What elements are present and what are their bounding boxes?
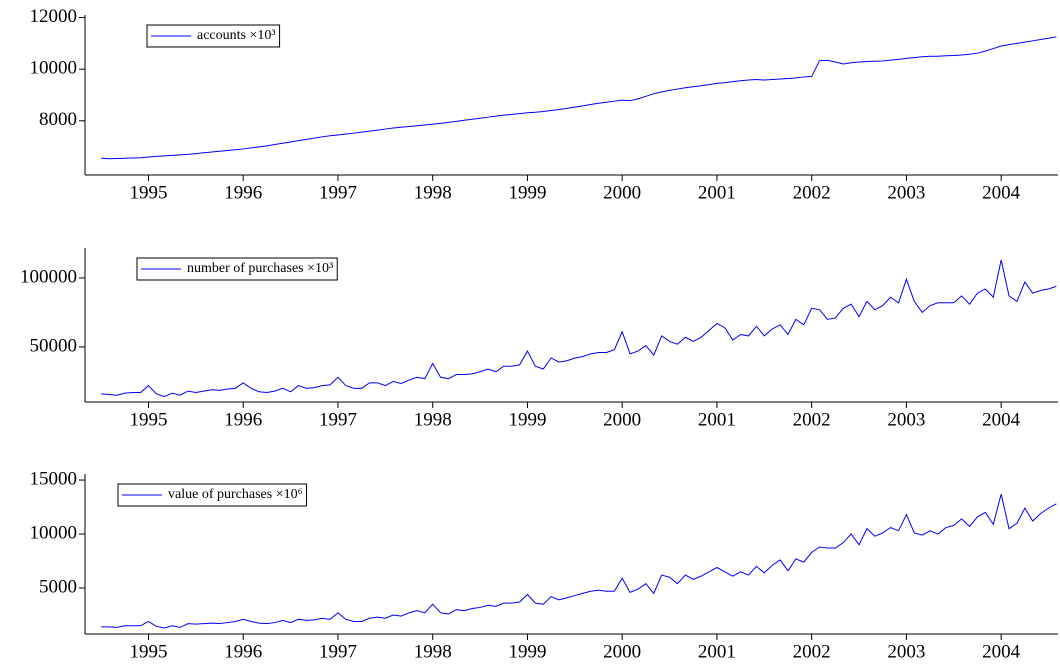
x-tick-label: 2003	[887, 409, 925, 430]
panel: 8000 10000 12000 1995 1996 1997 1998 1999 2000 20…	[30, 6, 1058, 203]
x-tick-label: 1996	[224, 182, 262, 203]
series-line	[101, 36, 1057, 160]
series-line	[101, 259, 1057, 398]
x-tick-label: 1999	[508, 409, 546, 430]
x-tick-label: 2003	[887, 641, 925, 662]
x-tick-label: 1999	[508, 641, 546, 662]
series-line	[101, 493, 1057, 629]
x-tick-label: 1997	[319, 641, 357, 662]
x-tick-label: 1998	[414, 182, 452, 203]
legend-box	[146, 24, 281, 48]
y-tick-label: 10000	[30, 58, 78, 79]
y-tick-label: 8000	[39, 109, 77, 130]
x-tick-label: 2004	[982, 641, 1021, 662]
x-tick-label: 2004	[982, 182, 1021, 203]
x-tick-label: 1995	[129, 182, 167, 203]
legend-label: value of purchases ×10⁶	[168, 487, 303, 502]
legend: number of purchases ×10³	[136, 257, 338, 281]
y-tick-label: 5000	[39, 576, 77, 597]
x-tick-label: 1997	[319, 182, 357, 203]
x-tick-label: 2001	[698, 409, 736, 430]
x-tick-label: 2001	[698, 641, 736, 662]
legend: value of purchases ×10⁶	[117, 483, 307, 507]
x-tick-label: 1995	[129, 409, 167, 430]
y-tick-label: 10000	[30, 522, 78, 543]
y-tick-label: 100000	[20, 266, 77, 287]
panel: 5000 10000 15000 1995 1996 1997 1998 1999 2000 20…	[30, 468, 1058, 662]
x-tick-label: 2001	[698, 182, 736, 203]
x-tick-label: 1996	[224, 641, 262, 662]
x-tick-label: 1997	[319, 409, 357, 430]
x-tick-label: 2002	[793, 182, 831, 203]
x-tick-label: 2000	[603, 182, 641, 203]
legend-box	[117, 483, 307, 507]
x-tick-label: 1995	[129, 641, 167, 662]
x-tick-label: 2000	[603, 409, 641, 430]
legend: accounts ×10³	[146, 24, 281, 48]
x-tick-label: 2004	[982, 409, 1021, 430]
x-tick-label: 2002	[793, 641, 831, 662]
x-tick-label: 1999	[508, 182, 546, 203]
panel: 50000 100000 1995 1996 1997 1998 1999 2000 2001 2…	[20, 248, 1058, 430]
x-tick-label: 1998	[414, 641, 452, 662]
x-tick-label: 2002	[793, 409, 831, 430]
y-tick-label: 12000	[30, 6, 78, 27]
legend-label: accounts ×10³	[197, 28, 276, 43]
y-tick-label: 15000	[30, 468, 78, 489]
x-tick-label: 2003	[887, 182, 925, 203]
x-tick-label: 2000	[603, 641, 641, 662]
legend-box	[136, 257, 338, 281]
legend-label: number of purchases ×10³	[187, 261, 333, 276]
y-tick-label: 50000	[30, 335, 78, 356]
x-tick-label: 1998	[414, 409, 452, 430]
x-tick-label: 1996	[224, 409, 262, 430]
